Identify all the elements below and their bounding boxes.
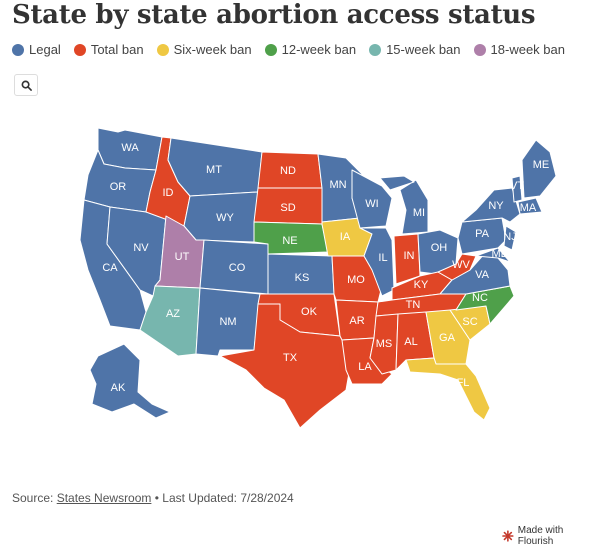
flourish-credit[interactable]: Made with Flourish	[502, 525, 600, 547]
legend-label: 18-week ban	[490, 42, 565, 57]
legend-item-total-ban[interactable]: Total ban	[73, 42, 144, 57]
state-label: VA	[475, 269, 490, 281]
state-label: MT	[206, 164, 222, 176]
state-label: AR	[349, 315, 364, 327]
state-label: TX	[283, 352, 298, 364]
state-label: NC	[472, 292, 488, 304]
source-prefix: Source:	[12, 491, 57, 505]
legend-item-legal[interactable]: Legal	[12, 42, 61, 57]
state-label: ID	[163, 187, 174, 199]
source-note: Source: States Newsroom • Last Updated: …	[12, 491, 294, 505]
state-label: IA	[340, 231, 351, 243]
legend-item-six-week-ban[interactable]: Six-week ban	[156, 42, 252, 57]
state-fl[interactable]	[405, 357, 491, 421]
legend-item-12-week-ban[interactable]: 12-week ban	[264, 42, 357, 57]
state-label: SC	[462, 316, 477, 328]
state-label: MO	[347, 274, 365, 286]
state-label: CO	[229, 262, 246, 274]
state-label: MS	[376, 338, 393, 350]
legend-swatch	[473, 43, 486, 56]
source-link[interactable]: States Newsroom	[56, 491, 152, 505]
state-label: NY	[488, 200, 504, 212]
state-label: OK	[301, 306, 318, 318]
state-label: MA	[520, 202, 537, 214]
legend: Legal Total ban Six-week ban 12-week ban…	[12, 42, 578, 57]
state-label: GA	[439, 332, 456, 344]
state-label: OH	[431, 242, 448, 254]
legend-swatch	[73, 43, 86, 56]
state-vt[interactable]	[511, 175, 523, 203]
state-md[interactable]	[475, 247, 511, 263]
legend-label: 15-week ban	[386, 42, 461, 57]
state-label: CA	[102, 262, 118, 274]
state-wi[interactable]	[351, 169, 393, 229]
state-label: WA	[121, 142, 139, 154]
state-label: AZ	[166, 308, 180, 320]
state-va[interactable]	[439, 251, 511, 295]
state-me[interactable]	[521, 139, 557, 199]
state-label: MI	[413, 207, 425, 219]
state-label: FL	[457, 377, 470, 389]
state-tx[interactable]	[219, 303, 353, 429]
state-label: NM	[219, 316, 236, 328]
legend-item-15-week-ban[interactable]: 15-week ban	[369, 42, 461, 57]
state-label: TN	[406, 299, 421, 311]
search-button[interactable]	[14, 74, 38, 96]
state-label: ME	[533, 159, 550, 171]
state-label: NJ	[503, 231, 516, 243]
state-label: UT	[175, 251, 190, 263]
flourish-label: Made with Flourish	[517, 525, 564, 547]
legend-swatch	[369, 43, 382, 56]
state-label: WI	[365, 198, 378, 210]
legend-item-18-week-ban[interactable]: 18-week ban	[473, 42, 565, 57]
state-label: LA	[358, 361, 372, 373]
chart-title: State by state abortion access status	[12, 0, 536, 30]
state-label: AL	[404, 336, 417, 348]
state-ma[interactable]	[517, 197, 543, 215]
state-nj[interactable]	[503, 225, 517, 251]
state-label: ND	[280, 165, 296, 177]
state-ak[interactable]	[89, 343, 171, 419]
state-az[interactable]	[139, 285, 201, 357]
state-label: VT	[510, 180, 524, 192]
state-label: NE	[282, 235, 297, 247]
state-label: MD	[491, 248, 508, 260]
state-label: NV	[133, 242, 149, 254]
legend-label: Six-week ban	[173, 42, 252, 57]
state-label: OR	[110, 181, 127, 193]
state-label: KY	[414, 279, 429, 291]
state-label: AK	[111, 382, 126, 394]
source-suffix: • Last Updated: 7/28/2024	[151, 491, 294, 505]
legend-label: Total ban	[90, 42, 144, 57]
state-label: WY	[216, 212, 234, 224]
us-map: WA OR CA NV ID MT WY UT AZ CO NM ND SD N…	[79, 127, 557, 429]
state-label: IN	[404, 250, 415, 262]
flourish-logo-icon	[502, 530, 514, 542]
state-label: IL	[378, 252, 387, 264]
state-label: WV	[452, 259, 470, 271]
legend-swatch	[156, 43, 169, 56]
legend-swatch	[264, 43, 277, 56]
state-label: MN	[329, 179, 346, 191]
search-icon	[21, 80, 32, 91]
legend-label: 12-week ban	[281, 42, 357, 57]
legend-swatch	[12, 43, 24, 56]
state-label: PA	[475, 228, 490, 240]
state-label: KS	[295, 272, 310, 284]
state-label: SD	[280, 202, 295, 214]
state-il[interactable]	[359, 227, 395, 297]
legend-label: Legal	[29, 42, 61, 57]
